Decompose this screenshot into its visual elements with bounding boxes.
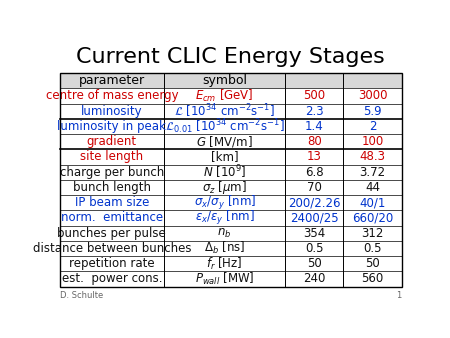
Text: 6.8: 6.8 — [305, 166, 324, 179]
Text: 40/1: 40/1 — [359, 196, 386, 209]
Text: repetition rate: repetition rate — [69, 257, 155, 270]
Text: 100: 100 — [361, 135, 383, 148]
Text: 2.3: 2.3 — [305, 105, 324, 118]
Text: 80: 80 — [307, 135, 322, 148]
Text: 3000: 3000 — [358, 90, 387, 102]
Text: 1: 1 — [396, 291, 401, 299]
Text: 660/20: 660/20 — [352, 211, 393, 224]
Text: $P_{wall}$ [MW]: $P_{wall}$ [MW] — [195, 271, 254, 287]
Text: [km]: [km] — [211, 150, 238, 164]
Text: gradient: gradient — [87, 135, 137, 148]
Text: 70: 70 — [307, 181, 322, 194]
Text: charge per bunch: charge per bunch — [60, 166, 164, 179]
Text: site length: site length — [80, 150, 144, 164]
Text: 1.4: 1.4 — [305, 120, 324, 133]
Text: 354: 354 — [303, 227, 325, 240]
Text: $\Delta_b$ [ns]: $\Delta_b$ [ns] — [204, 240, 245, 257]
Text: 500: 500 — [303, 90, 325, 102]
Text: bunches per pulse: bunches per pulse — [58, 227, 166, 240]
Text: 13: 13 — [307, 150, 322, 164]
Text: 240: 240 — [303, 272, 325, 285]
Text: $G$ [MV/m]: $G$ [MV/m] — [196, 134, 253, 149]
Text: $n_b$: $n_b$ — [217, 226, 232, 240]
Text: 2400/25: 2400/25 — [290, 211, 339, 224]
Text: distance between bunches: distance between bunches — [32, 242, 191, 255]
Text: $\sigma_z$ [$\mu$m]: $\sigma_z$ [$\mu$m] — [202, 179, 247, 196]
Text: symbol: symbol — [202, 74, 247, 87]
Text: 0.5: 0.5 — [305, 242, 324, 255]
Text: D. Schulte: D. Schulte — [60, 291, 103, 299]
Text: luminosity in peak: luminosity in peak — [58, 120, 166, 133]
Text: 48.3: 48.3 — [360, 150, 386, 164]
Text: est.  power cons.: est. power cons. — [62, 272, 162, 285]
Text: $N$ [$10^{9}$]: $N$ [$10^{9}$] — [203, 163, 246, 181]
Text: IP beam size: IP beam size — [75, 196, 149, 209]
Text: 2: 2 — [369, 120, 376, 133]
Text: $\mathcal{L}_{0.01}$ [$10^{34}$ cm$^{-2}$s$^{-1}$]: $\mathcal{L}_{0.01}$ [$10^{34}$ cm$^{-2}… — [165, 117, 284, 136]
Text: norm.  emittance: norm. emittance — [61, 211, 163, 224]
Text: $f_r$ [Hz]: $f_r$ [Hz] — [207, 256, 243, 272]
Text: 3.72: 3.72 — [360, 166, 386, 179]
Text: 0.5: 0.5 — [363, 242, 382, 255]
Bar — [60, 73, 401, 287]
Text: 200/2.26: 200/2.26 — [288, 196, 341, 209]
Text: $\mathcal{L}$ [$10^{34}$ cm$^{-2}$s$^{-1}$]: $\mathcal{L}$ [$10^{34}$ cm$^{-2}$s$^{-1… — [174, 102, 275, 120]
Text: 50: 50 — [307, 257, 322, 270]
Text: $E_{cm}$ [GeV]: $E_{cm}$ [GeV] — [195, 88, 254, 104]
Text: centre of mass energy: centre of mass energy — [45, 90, 178, 102]
Text: 44: 44 — [365, 181, 380, 194]
Bar — [60, 73, 401, 88]
Text: 312: 312 — [361, 227, 384, 240]
Text: $\sigma_x/\sigma_y$ [nm]: $\sigma_x/\sigma_y$ [nm] — [194, 194, 256, 212]
Text: parameter: parameter — [79, 74, 145, 87]
Text: luminosity: luminosity — [81, 105, 143, 118]
Text: Current CLIC Energy Stages: Current CLIC Energy Stages — [76, 47, 385, 67]
Text: $\epsilon_x/\epsilon_y$ [nm]: $\epsilon_x/\epsilon_y$ [nm] — [195, 209, 255, 227]
Text: 5.9: 5.9 — [363, 105, 382, 118]
Text: 50: 50 — [365, 257, 380, 270]
Text: bunch length: bunch length — [73, 181, 151, 194]
Text: 560: 560 — [361, 272, 383, 285]
